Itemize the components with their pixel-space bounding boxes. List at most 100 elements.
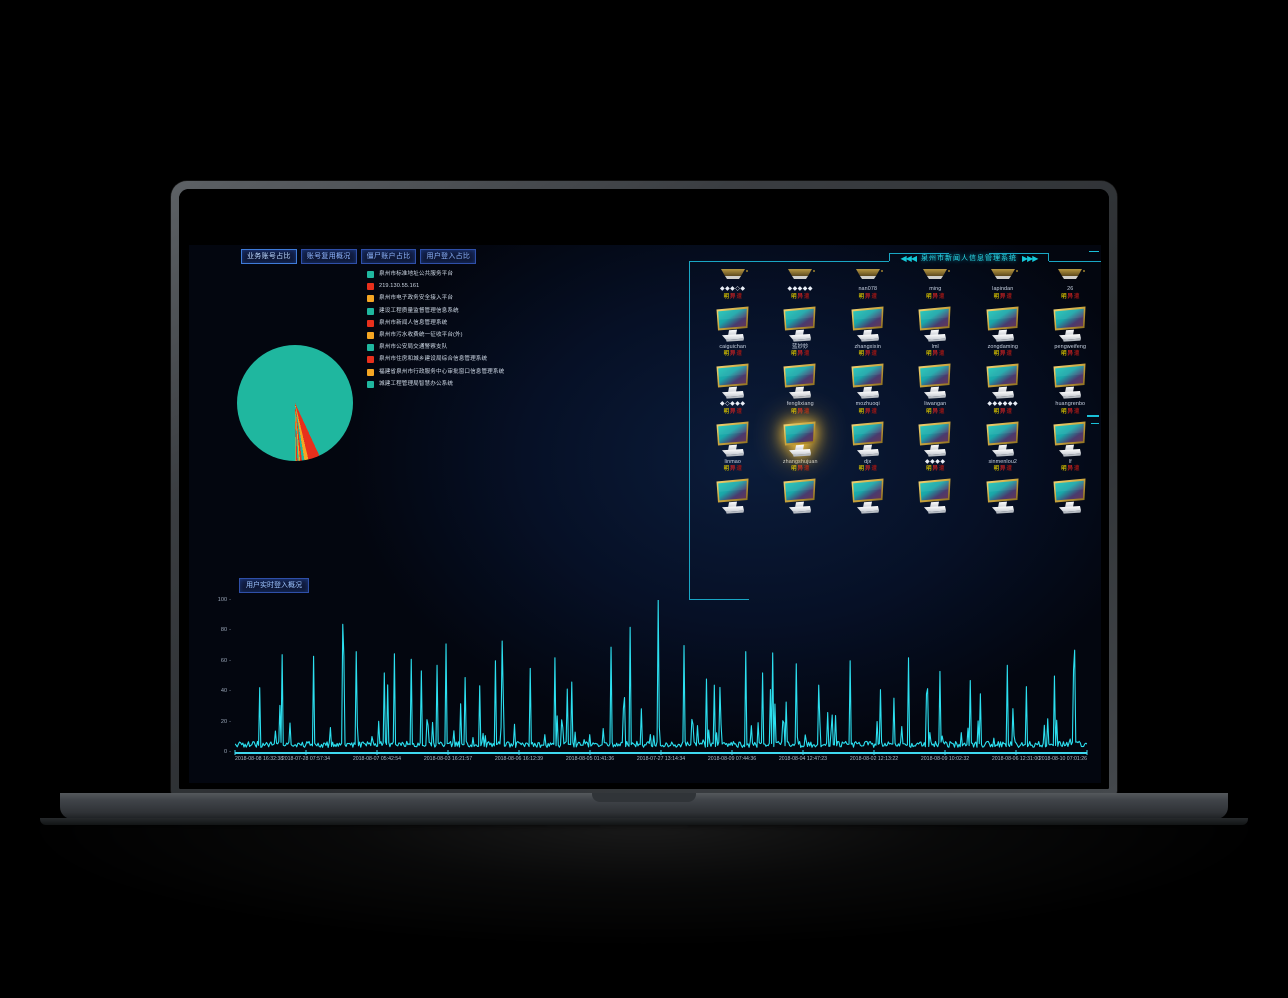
status-char: 遭 bbox=[938, 293, 945, 300]
y-axis-tick: 100 bbox=[218, 597, 231, 603]
monitor-cell[interactable] bbox=[834, 477, 902, 515]
legend-item[interactable]: 泉州市新闻人信息管理系统 bbox=[367, 319, 504, 327]
monitor-icon bbox=[780, 362, 820, 400]
legend-label: 建设工程质量监督管理信息系统 bbox=[379, 307, 459, 314]
monitor-status-badge: 明异遭 bbox=[859, 409, 877, 415]
monitor-cell[interactable]: djx 明异遭 bbox=[834, 420, 902, 472]
monitor-user-name: ◆◆◆◆◆ bbox=[787, 286, 814, 292]
monitor-cell[interactable]: pengweifeng 明异遭 bbox=[1037, 305, 1102, 357]
legend-item[interactable]: 泉州市公安局交通警察支队 bbox=[367, 344, 504, 352]
monitor-cell[interactable]: 26 明异遭 bbox=[1037, 269, 1102, 300]
monitor-cell[interactable]: ◆◆◆◆◆ 明异遭 bbox=[767, 269, 835, 300]
status-char: 遭 bbox=[871, 293, 877, 300]
status-char: 异 bbox=[1000, 351, 1006, 357]
monitor-cell[interactable]: sinmenlou2 明异遭 bbox=[969, 420, 1037, 472]
monitor-cell[interactable]: caiguichan 明异遭 bbox=[699, 305, 767, 357]
legend-item[interactable]: 福建省泉州市行政服务中心审批窗口信息管理系统 bbox=[367, 368, 504, 376]
panel-title: ◀◀◀ 泉州市新闻人信息管理系统 ▶▶▶ bbox=[900, 253, 1039, 263]
monitor-user-name: 蓝妙妙 bbox=[792, 343, 809, 350]
monitor-cell[interactable]: lapindan 明异遭 bbox=[969, 269, 1037, 300]
edge-marker-top bbox=[1089, 251, 1099, 252]
monitor-user-name: zhangshujuan bbox=[782, 458, 818, 465]
monitor-cell[interactable]: ◆◆◆◇◆ 明异遭 bbox=[699, 269, 767, 300]
status-char: 异 bbox=[797, 408, 803, 415]
monitor-cell[interactable]: zongdaming 明异遭 bbox=[969, 305, 1037, 357]
status-char: 明 bbox=[993, 351, 1000, 357]
status-char: 异 bbox=[730, 293, 736, 300]
legend-item[interactable]: 建设工程质量监督管理信息系统 bbox=[367, 307, 504, 315]
monitor-cell[interactable]: ◆◆◆◆◆◆ 明异遭 bbox=[969, 362, 1037, 415]
monitor-user-name: liwangan bbox=[924, 401, 947, 407]
monitor-cell[interactable]: nan078 明异遭 bbox=[834, 269, 902, 300]
legend-item[interactable]: 泉州市电子政务安全接入平台 bbox=[367, 295, 504, 303]
status-char: 异 bbox=[865, 351, 871, 357]
status-char: 明 bbox=[858, 408, 865, 415]
monitor-cell[interactable] bbox=[1037, 477, 1102, 515]
legend-item[interactable]: 219.130.55.161 bbox=[367, 283, 504, 291]
panel-title-text: 泉州市新闻人信息管理系统 bbox=[921, 255, 1017, 262]
monitor-status-badge: 明异遭 bbox=[926, 409, 944, 415]
monitor-icon bbox=[1050, 362, 1090, 400]
x-axis-tick: 2018-08-09 10:02:32 bbox=[920, 756, 970, 762]
monitor-cell[interactable]: zhangxixin 明异遭 bbox=[834, 305, 902, 357]
monitor-cell[interactable]: 蓝妙妙明异遭 bbox=[767, 305, 835, 357]
monitor-cell[interactable]: ◆◇◆◆◆ 明异遭 bbox=[699, 362, 767, 415]
status-char: 明 bbox=[791, 351, 797, 357]
monitor-cell[interactable]: ming 明异遭 bbox=[902, 269, 970, 300]
y-axis-tick: 60 bbox=[221, 658, 231, 664]
monitor-status-badge: 明异遭 bbox=[859, 351, 877, 357]
tab-0[interactable]: 业务账号占比 bbox=[241, 249, 297, 264]
x-axis-notch bbox=[1015, 750, 1017, 755]
monitor-status-badge: 明异遭 bbox=[994, 294, 1012, 300]
monitor-cell[interactable]: liwangan 明异遭 bbox=[902, 362, 970, 415]
monitor-status-badge: 明异遭 bbox=[791, 409, 809, 415]
legend-item[interactable]: 泉州市污水收费统一征收平台(外) bbox=[367, 331, 504, 339]
monitor-cell[interactable]: zhangshujuan 明异遭 bbox=[767, 420, 835, 472]
status-char: 异 bbox=[932, 293, 938, 300]
status-char: 明 bbox=[993, 466, 1000, 472]
login-spike-plot: 0 20 40 60 80 100 bbox=[218, 597, 1087, 755]
edge-marker-mid bbox=[1087, 415, 1099, 417]
monitor-user-name: zhangxixin bbox=[854, 343, 881, 350]
legend-item[interactable]: 泉州市住房和城乡建设局综合信息管理系统 bbox=[367, 356, 504, 364]
status-char: 明 bbox=[1061, 408, 1067, 415]
status-char: 遭 bbox=[1073, 293, 1080, 300]
status-char: 异 bbox=[730, 351, 736, 357]
monitor-cell[interactable] bbox=[969, 477, 1037, 515]
monitor-cell[interactable]: mozhuoqi 明异遭 bbox=[834, 362, 902, 415]
tab-3[interactable]: 用户登入占比 bbox=[420, 249, 477, 264]
monitor-cell[interactable]: linmao 明异遭 bbox=[699, 420, 767, 472]
pie-slices bbox=[237, 345, 353, 461]
monitor-icon bbox=[983, 420, 1023, 458]
monitor-user-name: huangrenbo bbox=[1055, 401, 1086, 407]
monitor-status-badge: 明异遭 bbox=[1061, 351, 1079, 357]
monitor-user-name: 26 bbox=[1067, 286, 1074, 292]
monitor-icon bbox=[915, 305, 955, 343]
monitor-cell[interactable]: fenglixiang 明异遭 bbox=[767, 362, 835, 415]
monitor-user-name: ◆◇◆◆◆ bbox=[719, 401, 746, 407]
monitor-status-badge: 明异遭 bbox=[791, 466, 809, 472]
tab-1[interactable]: 账号复用概况 bbox=[300, 249, 357, 264]
status-char: 异 bbox=[730, 466, 736, 472]
monitor-cell[interactable]: huangrenbo 明异遭 bbox=[1037, 362, 1102, 415]
monitor-cell[interactable]: lml 明异遭 bbox=[902, 305, 970, 357]
monitor-cell[interactable]: lf 明异遭 bbox=[1037, 420, 1102, 472]
legend-item[interactable]: 城建工程管理局智慧办公系统 bbox=[367, 380, 504, 388]
monitor-cell[interactable] bbox=[902, 477, 970, 515]
status-char: 异 bbox=[1067, 293, 1073, 300]
x-axis-tick: 2018-07-28 07:57:34 bbox=[281, 756, 331, 762]
monitor-cell[interactable]: ◆◆◆◆ 明异遭 bbox=[902, 420, 970, 472]
x-axis-tick: 2018-07-27 13:14:34 bbox=[636, 756, 686, 762]
legend-label: 泉州市住房和城乡建设局综合信息管理系统 bbox=[379, 356, 488, 363]
monitor-cell[interactable] bbox=[767, 477, 835, 515]
status-char: 明 bbox=[791, 408, 797, 415]
legend-item[interactable]: 泉州市标准地址公共服务平台 bbox=[367, 271, 504, 278]
monitor-cell[interactable] bbox=[699, 477, 767, 515]
laptop-lid: 业务账号占比 账号复用概况 僵尸账户占比 用户登入占比 泉州市标准地址公共服务平台 21… bbox=[171, 181, 1117, 795]
left-arrows-icon: ◀◀◀ bbox=[900, 253, 918, 263]
x-axis-tick: 2018-08-10 07:01:26 bbox=[1038, 756, 1087, 762]
status-char: 明 bbox=[723, 408, 730, 415]
tab-2[interactable]: 僵尸账户占比 bbox=[360, 249, 417, 264]
status-char: 异 bbox=[797, 466, 803, 472]
